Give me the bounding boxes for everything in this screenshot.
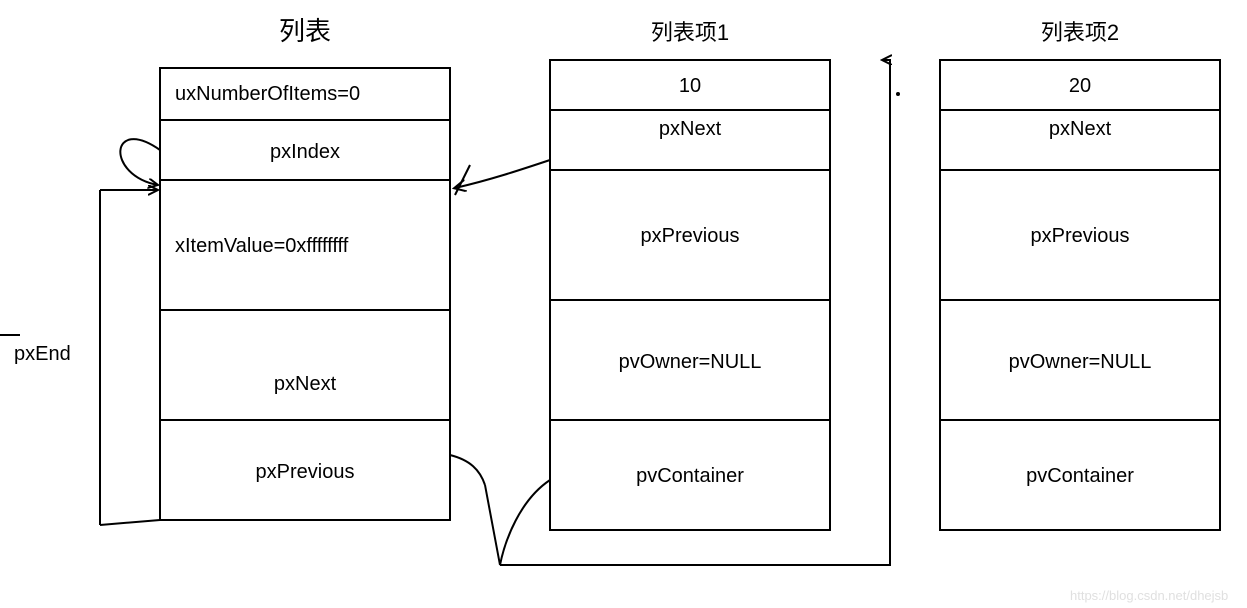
- link-list-right-stub: [450, 455, 485, 485]
- link-item1-arrow-extra: [455, 165, 470, 195]
- watermark: https://blog.csdn.net/dhejsb: [1070, 588, 1228, 603]
- item1-row-pvContainer: pvContainer: [636, 465, 744, 487]
- list-row-uxNumberOfItems: uxNumberOfItems=0: [175, 83, 360, 105]
- item1-box: 10 pxNext pxPrevious pvOwner=NULL pvCont…: [550, 60, 830, 530]
- list-box: uxNumberOfItems=0 pxIndex xItemValue=0xf…: [160, 68, 450, 520]
- item1-row-pvOwner: pvOwner=NULL: [619, 351, 762, 373]
- item1-title: 列表项1: [651, 20, 729, 45]
- item2-title: 列表项2: [1041, 20, 1119, 45]
- diagram-canvas: 列表 列表项1 列表项2 uxNumberOfItems=0 pxIndex x…: [0, 0, 1247, 608]
- item2-row-pvContainer: pvContainer: [1026, 465, 1134, 487]
- list-title: 列表: [279, 16, 331, 46]
- link-list-pxPrevious-out: [100, 520, 160, 525]
- item2-row-pxNext: pxNext: [1049, 118, 1112, 140]
- list-row-pxNext: pxNext: [274, 373, 337, 395]
- item1-row-pxPrevious: pxPrevious: [641, 225, 740, 247]
- link-pxIndex-to-xItemValue: [120, 139, 160, 185]
- item2-row-pvOwner: pvOwner=NULL: [1009, 351, 1152, 373]
- link-item1-pxNext-to-list: [455, 160, 550, 188]
- item1-row-value: 10: [679, 75, 701, 97]
- item1-row-pxNext: pxNext: [659, 118, 722, 140]
- list-row-pxIndex: pxIndex: [270, 141, 340, 163]
- item2-row-pxPrevious: pxPrevious: [1031, 225, 1130, 247]
- link-item1-pvContainer-left: [485, 480, 550, 565]
- list-row-pxPrevious: pxPrevious: [256, 461, 355, 483]
- item2-row-value: 20: [1069, 75, 1091, 97]
- pxEnd-label: pxEnd: [14, 343, 71, 365]
- item2-box: 20 pxNext pxPrevious pvOwner=NULL pvCont…: [940, 60, 1220, 530]
- stray-dot: [896, 92, 900, 96]
- list-row-xItemValue: xItemValue=0xffffffff: [175, 235, 349, 257]
